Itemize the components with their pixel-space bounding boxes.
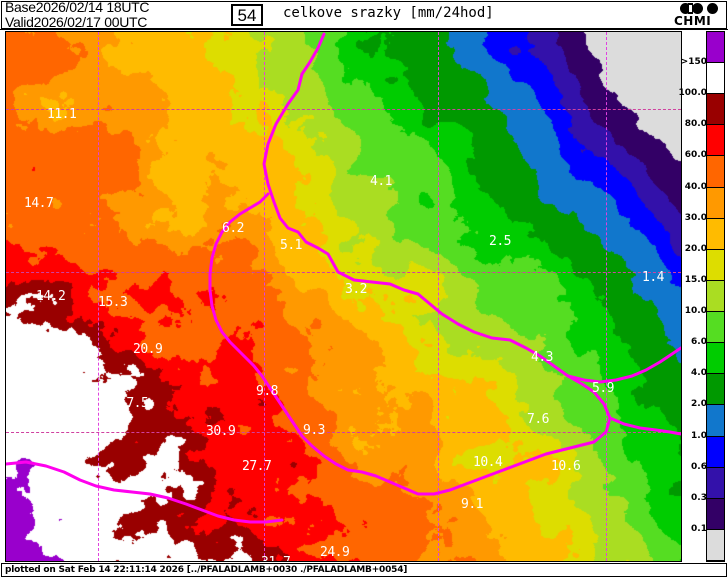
map-frame: 11.114.76.24.15.12.53.21.41.514.215.311.… (0, 30, 728, 563)
colorbar-band (707, 498, 724, 530)
precip-value-label: 4.1 (370, 174, 392, 189)
colorbar-band (707, 249, 724, 281)
precip-value-label: 10.6 (551, 459, 581, 474)
precip-value-label: 4.3 (531, 350, 553, 365)
graticule-parallel (6, 432, 681, 433)
colorbar-band (707, 312, 724, 344)
valid-value: 2026/02/17 00UTC (33, 14, 148, 30)
colorbar-band (707, 343, 724, 375)
colorbar (706, 31, 725, 562)
base-label: Base (5, 0, 36, 15)
precip-value-label: 11.1 (65, 352, 95, 367)
graticule-meridian (264, 32, 265, 561)
precip-value-label: 27.7 (242, 459, 272, 474)
base-value: 2026/02/14 18UTC (35, 0, 150, 15)
precip-value-label: 20.9 (133, 342, 163, 357)
colorbar-band (707, 94, 724, 126)
precip-value-label: 7.6 (527, 412, 549, 427)
header-bar: Base2026/02/14 18UTC Valid2026/02/17 00U… (0, 0, 728, 30)
base-time-row: Base2026/02/14 18UTC (5, 0, 245, 15)
precip-value-label: 5.9 (592, 381, 614, 396)
colorbar-band (707, 405, 724, 437)
colorbar-band (707, 32, 724, 64)
colorbar-band (707, 436, 724, 468)
precip-value-label: 30.9 (206, 424, 236, 439)
graticule-meridian (98, 32, 99, 561)
chmi-logo-text: CHMI (674, 14, 712, 28)
precip-value-label: 3.2 (345, 282, 367, 297)
valid-time-row: Valid2026/02/17 00UTC (5, 15, 245, 30)
colorbar-band (707, 529, 724, 561)
colorbar-band (707, 63, 724, 95)
precip-value-label: 31.7 (261, 556, 291, 561)
colorbar-band (707, 280, 724, 313)
precipitation-raster (6, 32, 681, 561)
country-borders (6, 32, 681, 524)
footer-border: plotted on Sat Feb 14 22:11:14 2026 [../… (1, 563, 727, 577)
precip-value-label: 14.2 (36, 289, 66, 304)
page-title: celkove srazky [mm/24hod] (283, 5, 494, 21)
precip-value-label: 14.7 (24, 196, 54, 211)
colorbar-band (707, 374, 724, 406)
precip-value-label: 9.3 (303, 423, 325, 438)
precip-value-label: 9.1 (461, 497, 483, 512)
colorbar-band (707, 156, 724, 188)
forecast-step-box: 54 (231, 4, 263, 26)
precip-value-label: 11.1 (47, 107, 77, 122)
colorbar-band (707, 125, 724, 157)
graticule-parallel (6, 272, 681, 273)
forecast-dates: Base2026/02/14 18UTC Valid2026/02/17 00U… (5, 0, 245, 30)
precip-value-label: 5.1 (280, 238, 302, 253)
colorbar-band (707, 218, 724, 250)
plot-metadata-text: plotted on Sat Feb 14 22:11:14 2026 [../… (5, 565, 408, 575)
chmi-logo: CHMI (670, 2, 722, 28)
precip-value-label: 9.8 (256, 384, 278, 399)
colorbar-band (707, 467, 724, 499)
precip-value-label: 2.5 (489, 234, 511, 249)
header-border (1, 1, 727, 29)
precip-value-label: 17.5 (119, 396, 149, 411)
graticule-meridian (606, 32, 607, 561)
precip-value-label: 15.3 (98, 295, 128, 310)
graticule-meridian (438, 32, 439, 561)
graticule-parallel (6, 109, 681, 110)
chmi-logo-icon (670, 2, 722, 15)
colorbar-band (707, 187, 724, 219)
precipitation-field-canvas (6, 32, 681, 561)
valid-label: Valid (5, 14, 34, 30)
precip-value-label: 24.9 (320, 545, 350, 560)
footer-bar: plotted on Sat Feb 14 22:11:14 2026 [../… (0, 563, 728, 578)
precip-value-label: 6.2 (222, 221, 244, 236)
precip-value-label: 1.4 (642, 270, 664, 285)
precipitation-map[interactable]: 11.114.76.24.15.12.53.21.41.514.215.311.… (5, 31, 682, 562)
precip-value-label: 10.4 (473, 455, 503, 470)
